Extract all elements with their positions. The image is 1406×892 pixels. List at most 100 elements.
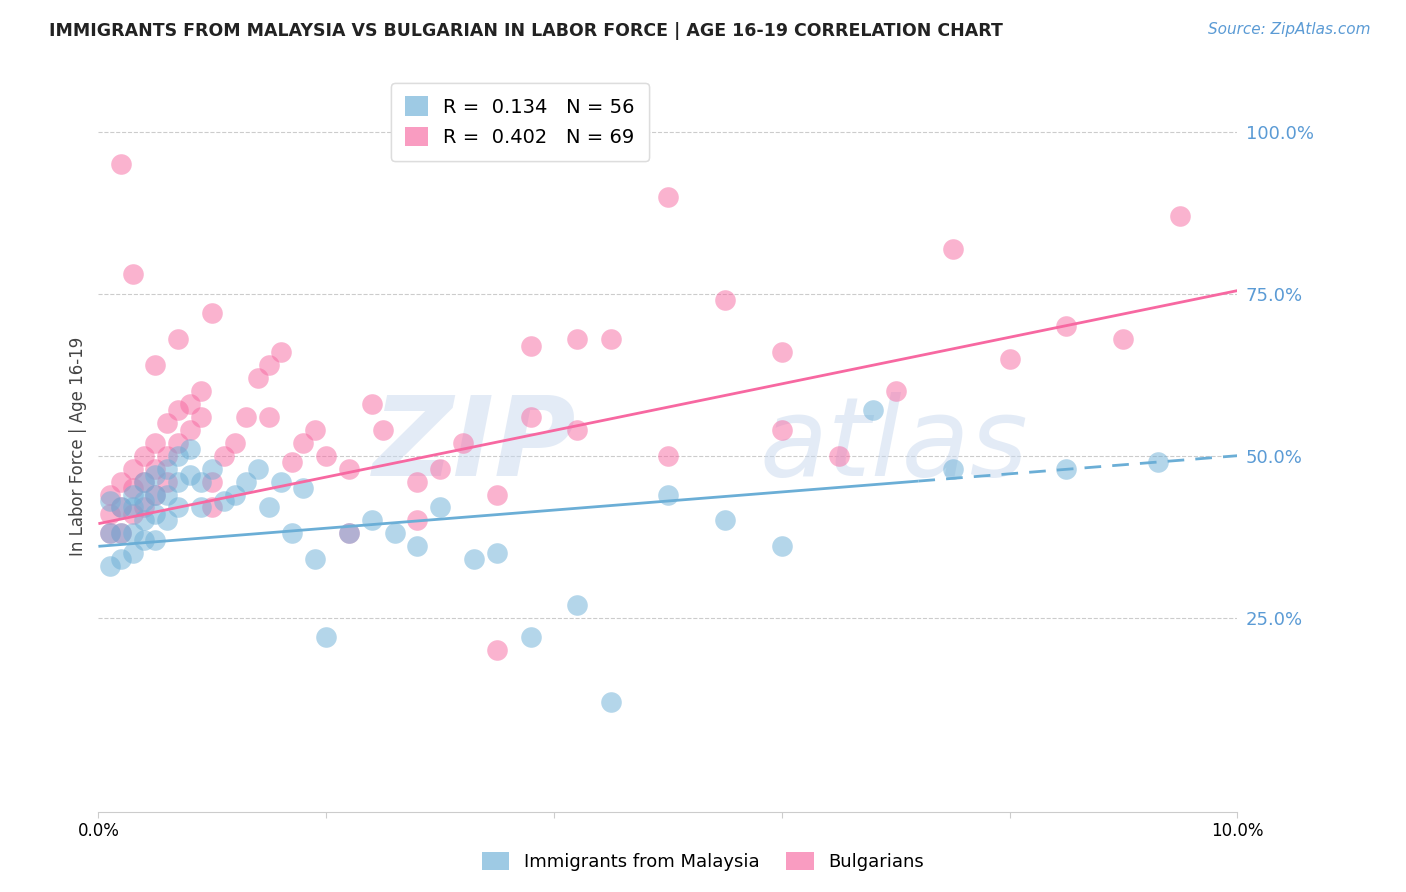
Bulgarians	[1056, 319, 1078, 334]
Immigrants from Malaysia	[520, 630, 543, 644]
Bulgarians	[770, 345, 793, 359]
Bulgarians	[201, 306, 224, 320]
Bulgarians	[884, 384, 907, 398]
Immigrants from Malaysia	[246, 461, 269, 475]
Text: atlas: atlas	[759, 392, 1028, 500]
Immigrants from Malaysia	[110, 552, 132, 566]
Immigrants from Malaysia	[132, 475, 155, 489]
Immigrants from Malaysia	[281, 526, 304, 541]
Bulgarians	[373, 423, 395, 437]
Bulgarians	[281, 455, 304, 469]
Immigrants from Malaysia	[156, 461, 179, 475]
Bulgarians	[179, 423, 201, 437]
Bulgarians	[212, 449, 235, 463]
Bulgarians	[201, 500, 224, 515]
Immigrants from Malaysia	[714, 513, 737, 527]
Bulgarians	[451, 435, 474, 450]
Bulgarians	[156, 449, 179, 463]
Bulgarians	[110, 475, 132, 489]
Immigrants from Malaysia	[156, 513, 179, 527]
Immigrants from Malaysia	[179, 442, 201, 457]
Bulgarians	[828, 449, 851, 463]
Immigrants from Malaysia	[190, 500, 212, 515]
Immigrants from Malaysia	[132, 533, 155, 547]
Bulgarians	[998, 351, 1021, 366]
Immigrants from Malaysia	[132, 494, 155, 508]
Bulgarians	[145, 435, 167, 450]
Immigrants from Malaysia	[98, 526, 121, 541]
Bulgarians	[156, 417, 179, 431]
Immigrants from Malaysia	[98, 558, 121, 573]
Immigrants from Malaysia	[121, 546, 143, 560]
Immigrants from Malaysia	[406, 539, 429, 553]
Legend: R =  0.134   N = 56, R =  0.402   N = 69: R = 0.134 N = 56, R = 0.402 N = 69	[391, 83, 648, 161]
Bulgarians	[600, 332, 623, 346]
Immigrants from Malaysia	[770, 539, 793, 553]
Bulgarians	[190, 384, 212, 398]
Bulgarians	[360, 397, 382, 411]
Bulgarians	[520, 409, 543, 424]
Bulgarians	[190, 409, 212, 424]
Bulgarians	[657, 190, 679, 204]
Immigrants from Malaysia	[201, 461, 224, 475]
Immigrants from Malaysia	[145, 533, 167, 547]
Bulgarians	[110, 500, 132, 515]
Immigrants from Malaysia	[942, 461, 965, 475]
Bulgarians	[145, 358, 167, 372]
Immigrants from Malaysia	[862, 403, 884, 417]
Text: ZIP: ZIP	[373, 392, 576, 500]
Immigrants from Malaysia	[224, 487, 246, 501]
Immigrants from Malaysia	[463, 552, 485, 566]
Immigrants from Malaysia	[121, 500, 143, 515]
Immigrants from Malaysia	[384, 526, 406, 541]
Immigrants from Malaysia	[167, 475, 190, 489]
Legend: Immigrants from Malaysia, Bulgarians: Immigrants from Malaysia, Bulgarians	[475, 846, 931, 879]
Bulgarians	[565, 332, 588, 346]
Bulgarians	[167, 403, 190, 417]
Immigrants from Malaysia	[259, 500, 281, 515]
Text: Source: ZipAtlas.com: Source: ZipAtlas.com	[1208, 22, 1371, 37]
Bulgarians	[520, 339, 543, 353]
Bulgarians	[98, 526, 121, 541]
Immigrants from Malaysia	[315, 630, 337, 644]
Bulgarians	[121, 481, 143, 495]
Immigrants from Malaysia	[110, 500, 132, 515]
Bulgarians	[406, 513, 429, 527]
Immigrants from Malaysia	[270, 475, 292, 489]
Bulgarians	[714, 293, 737, 308]
Text: IMMIGRANTS FROM MALAYSIA VS BULGARIAN IN LABOR FORCE | AGE 16-19 CORRELATION CHA: IMMIGRANTS FROM MALAYSIA VS BULGARIAN IN…	[49, 22, 1002, 40]
Immigrants from Malaysia	[110, 526, 132, 541]
Bulgarians	[224, 435, 246, 450]
Immigrants from Malaysia	[337, 526, 360, 541]
Bulgarians	[167, 435, 190, 450]
Bulgarians	[565, 423, 588, 437]
Bulgarians	[235, 409, 257, 424]
Immigrants from Malaysia	[657, 487, 679, 501]
Immigrants from Malaysia	[167, 449, 190, 463]
Immigrants from Malaysia	[179, 468, 201, 483]
Bulgarians	[304, 423, 326, 437]
Immigrants from Malaysia	[429, 500, 451, 515]
Bulgarians	[942, 242, 965, 256]
Immigrants from Malaysia	[145, 468, 167, 483]
Bulgarians	[1170, 209, 1192, 223]
Immigrants from Malaysia	[121, 487, 143, 501]
Bulgarians	[132, 449, 155, 463]
Bulgarians	[121, 461, 143, 475]
Bulgarians	[337, 461, 360, 475]
Bulgarians	[657, 449, 679, 463]
Bulgarians	[1112, 332, 1135, 346]
Immigrants from Malaysia	[167, 500, 190, 515]
Bulgarians	[98, 487, 121, 501]
Immigrants from Malaysia	[565, 598, 588, 612]
Bulgarians	[179, 397, 201, 411]
Bulgarians	[110, 526, 132, 541]
Bulgarians	[145, 487, 167, 501]
Immigrants from Malaysia	[304, 552, 326, 566]
Immigrants from Malaysia	[145, 507, 167, 521]
Bulgarians	[259, 409, 281, 424]
Bulgarians	[246, 371, 269, 385]
Bulgarians	[98, 507, 121, 521]
Bulgarians	[315, 449, 337, 463]
Bulgarians	[770, 423, 793, 437]
